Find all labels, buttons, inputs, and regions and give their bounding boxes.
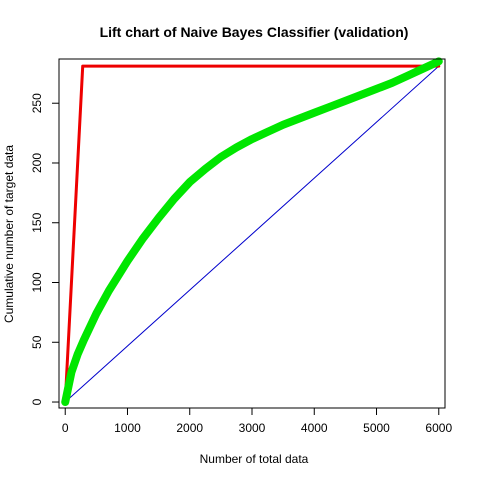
y-tick-label: 200 xyxy=(30,153,44,173)
x-tick-label: 5000 xyxy=(363,421,390,435)
y-axis-label: Cumulative number of target data xyxy=(2,145,16,323)
series-line-1 xyxy=(63,64,441,404)
x-tick-label: 0 xyxy=(62,421,69,435)
y-tick-label: 50 xyxy=(30,335,44,349)
x-axis: 0 1000 2000 3000 4000 5000 6000 xyxy=(62,407,452,435)
x-tick-label: 4000 xyxy=(301,421,328,435)
chart-title: Lift chart of Naive Bayes Classifier (va… xyxy=(100,24,409,40)
x-tick-label: 6000 xyxy=(425,421,452,435)
y-tick-label: 250 xyxy=(30,93,44,113)
x-tick-label: 2000 xyxy=(176,421,203,435)
x-tick-label: 3000 xyxy=(239,421,266,435)
series-line-2 xyxy=(61,57,443,407)
plot-area xyxy=(61,57,443,407)
y-tick-label: 100 xyxy=(30,272,44,292)
x-axis-label: Number of total data xyxy=(200,452,309,466)
series-line-0 xyxy=(64,65,440,403)
y-tick-label: 150 xyxy=(30,212,44,232)
x-tick-label: 1000 xyxy=(114,421,141,435)
plot-frame xyxy=(58,58,446,409)
y-axis: 0 50 100 150 200 250 xyxy=(30,93,60,405)
y-tick-label: 0 xyxy=(30,398,44,405)
